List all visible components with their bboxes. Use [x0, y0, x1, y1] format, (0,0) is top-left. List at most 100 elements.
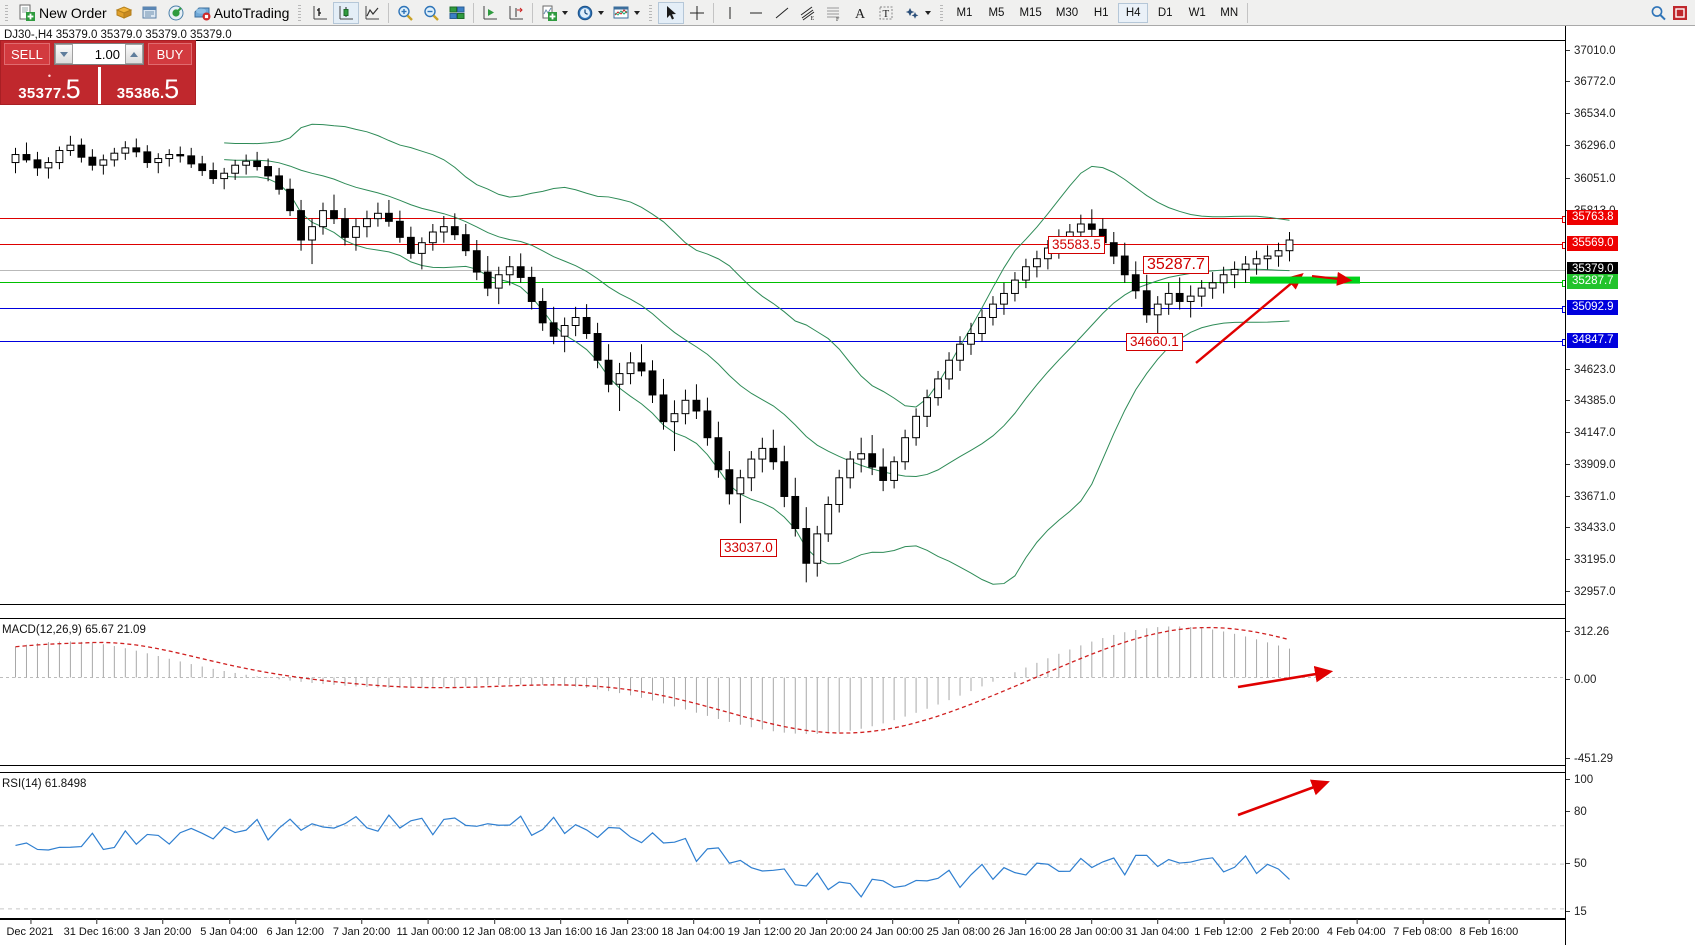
- equidistant-channel-icon: E: [801, 6, 815, 22]
- timeframe-m15[interactable]: M15: [1019, 6, 1042, 19]
- time-tick-3: 5 Jan 04:00: [200, 919, 258, 938]
- level-badge-35569-0[interactable]: 35569.0: [1567, 236, 1618, 252]
- search-icon[interactable]: [1649, 4, 1667, 22]
- price-pane[interactable]: 35583.5 35287.7 34660.1 33037.0: [0, 40, 1565, 605]
- level-line-35287-7[interactable]: [0, 279, 1565, 287]
- chevron-down-icon[interactable]: [598, 10, 605, 15]
- one-click-trading-panel[interactable]: SELL 1.00 BUY • 35377. 5 35386. 5: [0, 40, 196, 105]
- level-line-35092-9[interactable]: [0, 305, 1565, 313]
- level-line-35763-8[interactable]: [0, 216, 1565, 224]
- line-chart-icon: [365, 5, 380, 19]
- period-button[interactable]: [572, 2, 608, 24]
- new-order-button[interactable]: New Order: [14, 2, 111, 24]
- macd-pane[interactable]: [0, 618, 1565, 766]
- chevron-down-icon[interactable]: [562, 10, 569, 15]
- level-line-35379-0[interactable]: [0, 269, 1565, 271]
- volume-decrement-button[interactable]: [54, 44, 73, 64]
- fullscreen-icon[interactable]: [1671, 4, 1689, 22]
- volume-value[interactable]: 1.00: [94, 46, 120, 62]
- chart-area[interactable]: DJ30-,H4 35379.0 35379.0 35379.0 35379.0…: [0, 26, 1695, 945]
- time-scale[interactable]: Dec 2021 31 Dec 16:00 3 Jan 20:00 5 Jan 04:…: [0, 919, 1565, 945]
- level-line-34847-7[interactable]: [0, 338, 1565, 346]
- timeframe-d1[interactable]: D1: [1157, 6, 1173, 19]
- chevron-down-icon[interactable]: [634, 10, 641, 15]
- vertical-line-icon: [729, 6, 731, 19]
- data-window-button[interactable]: [137, 2, 163, 24]
- tile-windows-button[interactable]: [444, 2, 470, 24]
- text-button[interactable]: A: [847, 2, 873, 24]
- algo-book-button[interactable]: [111, 2, 137, 24]
- toolbar-separator-3: [532, 2, 534, 23]
- price-annotation-35287-7[interactable]: 35287.7: [1143, 256, 1209, 274]
- level-handle[interactable]: [1562, 338, 1565, 346]
- sell-button[interactable]: SELL: [4, 43, 50, 65]
- auto-scroll-button[interactable]: [503, 2, 529, 24]
- zoom-in-button[interactable]: [392, 2, 418, 24]
- timeframe-mn[interactable]: MN: [1220, 6, 1239, 19]
- rsi-pane[interactable]: [0, 772, 1565, 919]
- chevron-down-icon[interactable]: [925, 10, 932, 15]
- chart-shift-button[interactable]: [477, 2, 503, 24]
- price-annotation-33037-0[interactable]: 33037.0: [720, 539, 777, 557]
- cursor-button[interactable]: [658, 1, 685, 24]
- price-scale[interactable]: 37010.036772.036534.036296.036051.035813…: [1565, 26, 1695, 945]
- horizontal-line-button[interactable]: [743, 2, 769, 24]
- timeframe-m1[interactable]: M1: [956, 6, 973, 19]
- autotrading-button[interactable]: AutoTrading: [189, 2, 294, 24]
- text-label-button[interactable]: T: [873, 2, 899, 24]
- level-handle[interactable]: [1562, 305, 1565, 313]
- trendline-icon: [776, 7, 789, 18]
- fibonacci-button[interactable]: F: [821, 2, 847, 24]
- sell-price-separator: .: [61, 85, 66, 102]
- timeframe-w1[interactable]: W1: [1188, 6, 1206, 19]
- templates-button[interactable]: [536, 2, 572, 24]
- price-tick-33909-0: 33909.0: [1566, 459, 1616, 471]
- line-chart-button[interactable]: [359, 2, 385, 24]
- time-tick-1: 31 Dec 16:00: [63, 919, 130, 938]
- toolbar-grip-2[interactable]: [296, 2, 305, 23]
- buy-price[interactable]: 35386. 5: [98, 67, 195, 104]
- price-tick-32957-0: 32957.0: [1566, 586, 1616, 598]
- vertical-line-button[interactable]: [717, 2, 743, 24]
- sell-price[interactable]: • 35377. 5: [1, 67, 98, 104]
- level-handle[interactable]: [1562, 216, 1565, 224]
- level-badge-35092-9[interactable]: 35092.9: [1567, 299, 1618, 315]
- rsi-tick-100: 100: [1566, 774, 1593, 786]
- time-tick-20: 4 Feb 04:00: [1326, 919, 1386, 938]
- toolbar-grip-3[interactable]: [647, 2, 656, 23]
- indicators-button[interactable]: [608, 2, 644, 24]
- trendline-button[interactable]: [769, 2, 795, 24]
- crosshair-button[interactable]: [684, 2, 710, 24]
- price-annotation-35583-5[interactable]: 35583.5: [1048, 236, 1105, 254]
- zoom-out-button[interactable]: [418, 2, 444, 24]
- time-tick-7: 12 Jan 08:00: [462, 919, 526, 938]
- candlestick-chart-button[interactable]: [333, 1, 360, 24]
- equidistant-channel-button[interactable]: E: [795, 2, 821, 24]
- volume-increment-button[interactable]: [125, 44, 143, 64]
- time-tick-19: 2 Feb 20:00: [1260, 919, 1320, 938]
- timeframe-m30[interactable]: M30: [1055, 6, 1079, 19]
- level-badge-35379-0[interactable]: 35379.0: [1567, 261, 1618, 277]
- price-annotation-34660-1[interactable]: 34660.1: [1126, 333, 1183, 351]
- level-handle[interactable]: [1562, 279, 1565, 287]
- level-badge-35763-8[interactable]: 35763.8: [1567, 210, 1618, 226]
- time-tick-14: 25 Jan 08:00: [926, 919, 991, 938]
- level-badge-34847-7[interactable]: 34847.7: [1567, 332, 1618, 348]
- timeframe-h1[interactable]: H1: [1093, 6, 1109, 19]
- buy-button[interactable]: BUY: [148, 43, 192, 65]
- toolbar-grip-4[interactable]: [938, 2, 947, 23]
- level-handle[interactable]: [1562, 242, 1565, 250]
- timeframe-h4[interactable]: H4: [1118, 2, 1149, 23]
- navigator-button[interactable]: [163, 2, 189, 24]
- timeframe-m5[interactable]: M5: [988, 6, 1005, 19]
- level-line-35569-0[interactable]: [0, 242, 1565, 250]
- volume-stepper[interactable]: 1.00: [53, 43, 144, 65]
- macd-series: [0, 626, 1565, 735]
- tile-windows-icon: [449, 6, 465, 19]
- text-icon: A: [855, 7, 866, 22]
- level-badge-35287-7[interactable]: 35287.7: [1567, 273, 1618, 289]
- shapes-button[interactable]: [899, 2, 935, 24]
- toolbar-grip[interactable]: [3, 2, 11, 23]
- text-label-icon: T: [879, 6, 893, 20]
- bar-chart-button[interactable]: [307, 2, 333, 24]
